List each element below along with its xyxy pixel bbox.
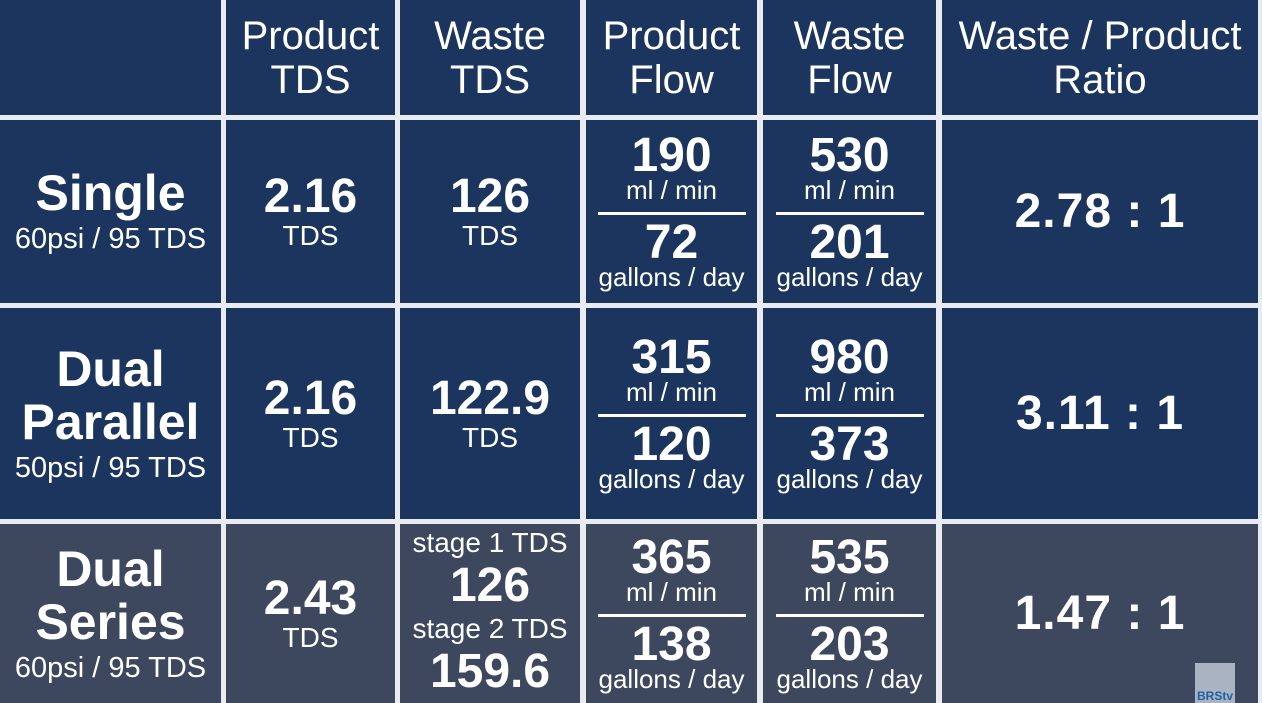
stage2-tds-value: 159.6 <box>429 645 551 698</box>
flow-divider-line <box>775 212 924 215</box>
waste-flow-gpd-unit: gallons / day <box>776 464 923 494</box>
product-flow-ml-value: 190 <box>631 129 712 182</box>
row-single-product-flow: 190 ml / min 72 gallons / day <box>586 120 757 303</box>
header-waste-tds-line1: Waste <box>434 13 546 58</box>
waste-flow-ml-unit: ml / min <box>804 175 895 205</box>
product-tds-unit: TDS <box>282 219 339 251</box>
row-single-ratio: 2.78 : 1 <box>942 120 1258 303</box>
ratio-value: 1.47 : 1 <box>1014 587 1186 640</box>
row-dual-parallel-label: Dual Parallel 50psi / 95 TDS <box>0 308 221 519</box>
product-tds-value: 2.43 <box>263 571 358 625</box>
row-name-line1: Single <box>35 165 186 221</box>
row-dual-series-product-tds: 2.43 TDS <box>226 524 395 703</box>
waste-flow-ml-value: 980 <box>809 331 890 384</box>
header-product-flow-line2: Flow <box>629 57 714 102</box>
header-ratio-line2: Ratio <box>1053 57 1147 102</box>
stage1-tds-value: 126 <box>449 559 531 612</box>
header-product-tds-line1: Product <box>241 13 380 58</box>
header-waste-tds-line2: TDS <box>450 57 530 102</box>
flow-divider-line <box>775 414 924 417</box>
waste-flow-ml-unit: ml / min <box>804 577 895 607</box>
waste-tds-value: 126 <box>449 169 531 223</box>
header-product-tds: Product TDS <box>226 0 395 115</box>
ratio-value: 2.78 : 1 <box>1014 185 1186 238</box>
flow-divider-line <box>597 414 746 417</box>
flow-divider-line <box>775 614 924 617</box>
waste-flow-gpd-value: 373 <box>809 418 890 471</box>
product-flow-gpd-value: 72 <box>644 216 699 269</box>
waste-flow-ml-value: 530 <box>809 129 890 182</box>
row-single-waste-flow: 530 ml / min 201 gallons / day <box>763 120 936 303</box>
stage1-tds-label: stage 1 TDS <box>412 527 568 558</box>
header-waste-flow: Waste Flow <box>763 0 936 115</box>
row-single-product-tds: 2.16 TDS <box>226 120 395 303</box>
flow-divider-line <box>597 212 746 215</box>
row-conditions: 50psi / 95 TDS <box>14 451 207 484</box>
waste-flow-gpd-value: 201 <box>809 216 890 269</box>
row-dual-series-waste-tds: stage 1 TDS 126 stage 2 TDS 159.6 <box>400 524 580 703</box>
row-name-line1: Dual <box>56 540 165 597</box>
row-dual-parallel-product-flow: 315 ml / min 120 gallons / day <box>586 308 757 519</box>
product-flow-ml-unit: ml / min <box>626 377 717 407</box>
product-flow-gpd-value: 138 <box>631 618 712 671</box>
waste-flow-gpd-value: 203 <box>809 618 890 671</box>
row-dual-series-waste-flow: 535 ml / min 203 gallons / day <box>763 524 936 703</box>
header-waste-tds: Waste TDS <box>400 0 580 115</box>
product-flow-gpd-unit: gallons / day <box>598 664 745 694</box>
row-single-waste-tds: 126 TDS <box>400 120 580 303</box>
brstv-logo-icon: BRStv <box>1195 663 1235 703</box>
row-dual-parallel-waste-tds: 122.9 TDS <box>400 308 580 519</box>
row-dual-parallel-product-tds: 2.16 TDS <box>226 308 395 519</box>
row-dual-series-label: Dual Series 60psi / 95 TDS <box>0 524 221 703</box>
waste-tds-unit: TDS <box>462 219 518 251</box>
product-tds-unit: TDS <box>282 621 339 653</box>
header-product-flow-line1: Product <box>602 13 741 58</box>
stage2-tds-label: stage 2 TDS <box>412 613 568 644</box>
waste-flow-gpd-unit: gallons / day <box>776 664 923 694</box>
row-dual-parallel-ratio: 3.11 : 1 <box>942 308 1258 519</box>
flow-divider-line <box>597 614 746 617</box>
row-name-line2: Series <box>35 593 186 650</box>
header-ratio: Waste / Product Ratio <box>942 0 1258 115</box>
header-waste-flow-line2: Flow <box>807 57 892 102</box>
row-single-label: Single 60psi / 95 TDS <box>0 120 221 303</box>
row-name-line1: Dual <box>56 340 165 397</box>
product-flow-gpd-unit: gallons / day <box>598 464 745 494</box>
row-dual-parallel-waste-flow: 980 ml / min 373 gallons / day <box>763 308 936 519</box>
row-name-line2: Parallel <box>21 393 200 450</box>
header-ratio-line1: Waste / Product <box>958 13 1242 58</box>
waste-flow-ml-value: 535 <box>809 531 890 584</box>
logo-text: BRStv <box>1196 689 1233 703</box>
product-flow-ml-value: 315 <box>631 331 712 384</box>
row-dual-series-ratio: 1.47 : 1 <box>942 524 1258 703</box>
ratio-value: 3.11 : 1 <box>1015 387 1185 440</box>
header-product-flow: Product Flow <box>586 0 757 115</box>
product-flow-gpd-unit: gallons / day <box>598 262 745 292</box>
product-flow-ml-unit: ml / min <box>626 175 717 205</box>
waste-tds-unit: TDS <box>462 421 518 453</box>
row-conditions: 60psi / 95 TDS <box>14 223 207 255</box>
row-conditions: 60psi / 95 TDS <box>14 651 207 684</box>
waste-flow-ml-unit: ml / min <box>804 377 895 407</box>
header-waste-flow-line1: Waste <box>793 13 906 58</box>
waste-flow-gpd-unit: gallons / day <box>776 262 923 292</box>
product-flow-gpd-value: 120 <box>631 418 712 471</box>
product-flow-ml-unit: ml / min <box>626 577 717 607</box>
product-flow-ml-value: 365 <box>631 531 712 584</box>
product-tds-value: 2.16 <box>263 371 358 425</box>
header-empty-cell <box>0 0 221 115</box>
row-dual-series-product-flow: 365 ml / min 138 gallons / day <box>586 524 757 703</box>
product-tds-unit: TDS <box>282 421 339 453</box>
product-tds-value: 2.16 <box>263 169 358 223</box>
header-product-tds-line2: TDS <box>270 57 351 102</box>
waste-tds-value: 122.9 <box>429 371 551 425</box>
